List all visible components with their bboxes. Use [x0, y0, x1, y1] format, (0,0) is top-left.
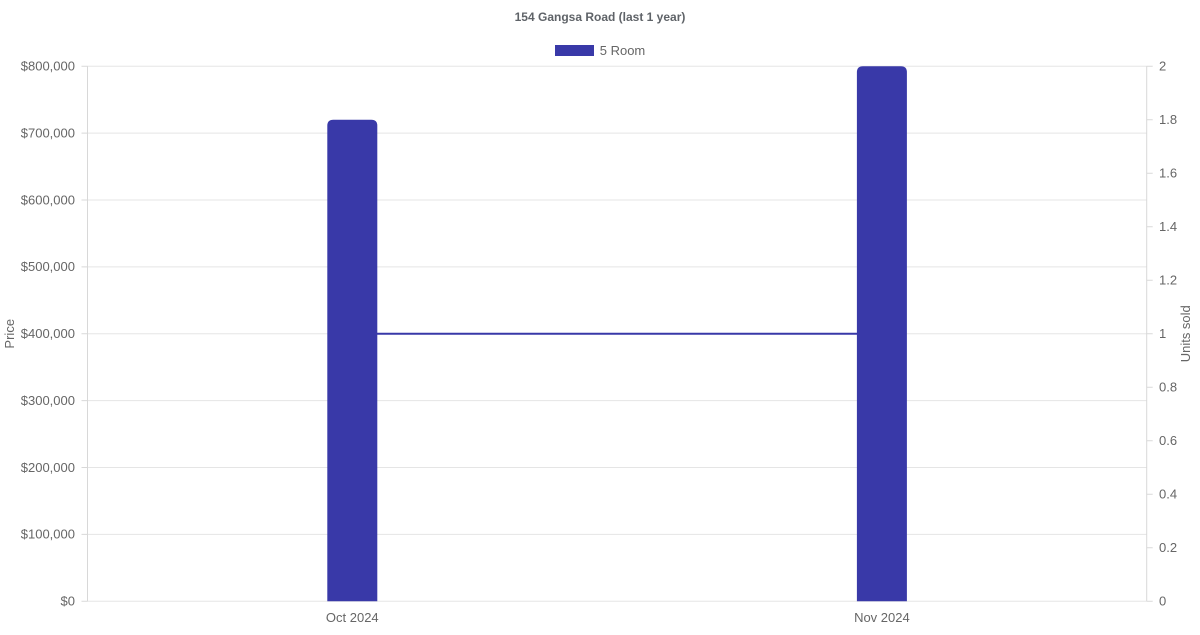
svg-text:Units sold: Units sold	[1178, 305, 1193, 362]
svg-text:$300,000: $300,000	[21, 393, 75, 408]
svg-text:0: 0	[1159, 594, 1166, 609]
svg-text:0.8: 0.8	[1159, 380, 1177, 395]
svg-text:$200,000: $200,000	[21, 460, 75, 475]
svg-text:$100,000: $100,000	[21, 527, 75, 542]
svg-text:0.6: 0.6	[1159, 433, 1177, 448]
svg-text:1.4: 1.4	[1159, 219, 1177, 234]
svg-text:Oct 2024: Oct 2024	[326, 610, 379, 625]
svg-text:Nov 2024: Nov 2024	[854, 610, 910, 625]
svg-text:1.2: 1.2	[1159, 273, 1177, 288]
svg-text:Price: Price	[2, 319, 17, 349]
svg-text:$0: $0	[61, 594, 75, 609]
svg-text:0.2: 0.2	[1159, 540, 1177, 555]
svg-text:$700,000: $700,000	[21, 125, 75, 140]
svg-text:1.8: 1.8	[1159, 112, 1177, 127]
svg-text:0.4: 0.4	[1159, 487, 1177, 502]
svg-text:$600,000: $600,000	[21, 192, 75, 207]
svg-text:$400,000: $400,000	[21, 326, 75, 341]
svg-text:$800,000: $800,000	[21, 59, 75, 74]
svg-text:2: 2	[1159, 59, 1166, 74]
svg-text:1: 1	[1159, 326, 1166, 341]
svg-text:1.6: 1.6	[1159, 166, 1177, 181]
svg-text:$500,000: $500,000	[21, 259, 75, 274]
